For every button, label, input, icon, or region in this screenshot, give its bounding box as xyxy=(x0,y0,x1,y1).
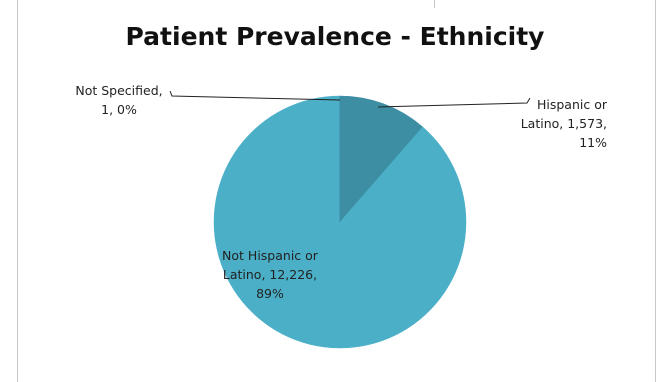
chart-frame-top-tick xyxy=(434,0,435,8)
data-label-line: 89% xyxy=(256,286,284,301)
leader-line-not-specified xyxy=(169,90,341,101)
pie-slice-hispanic xyxy=(339,95,424,223)
data-label-line: 11% xyxy=(579,135,607,150)
chart-frame-right-border xyxy=(655,0,656,382)
chart-title: Patient Prevalence - Ethnicity xyxy=(125,22,545,51)
chart-frame-left-border xyxy=(17,0,18,382)
data-label-line: Latino, 1,573, xyxy=(520,116,607,131)
data-label-not-specified: Not Specified, 1, 0% xyxy=(55,81,183,119)
data-label-line: Not Hispanic or xyxy=(222,248,318,263)
data-label-hispanic: Hispanic or Latino, 1,573, 11% xyxy=(489,95,607,152)
leader-line-hispanic xyxy=(377,97,531,108)
data-label-line: Hispanic or xyxy=(536,97,607,112)
data-label-line: Latino, 12,226, xyxy=(222,267,318,282)
data-label-not-hispanic: Not Hispanic or Latino, 12,226, 89% xyxy=(205,246,335,303)
data-label-line: Not Specified, xyxy=(75,83,163,98)
data-label-line: 1, 0% xyxy=(101,102,137,117)
